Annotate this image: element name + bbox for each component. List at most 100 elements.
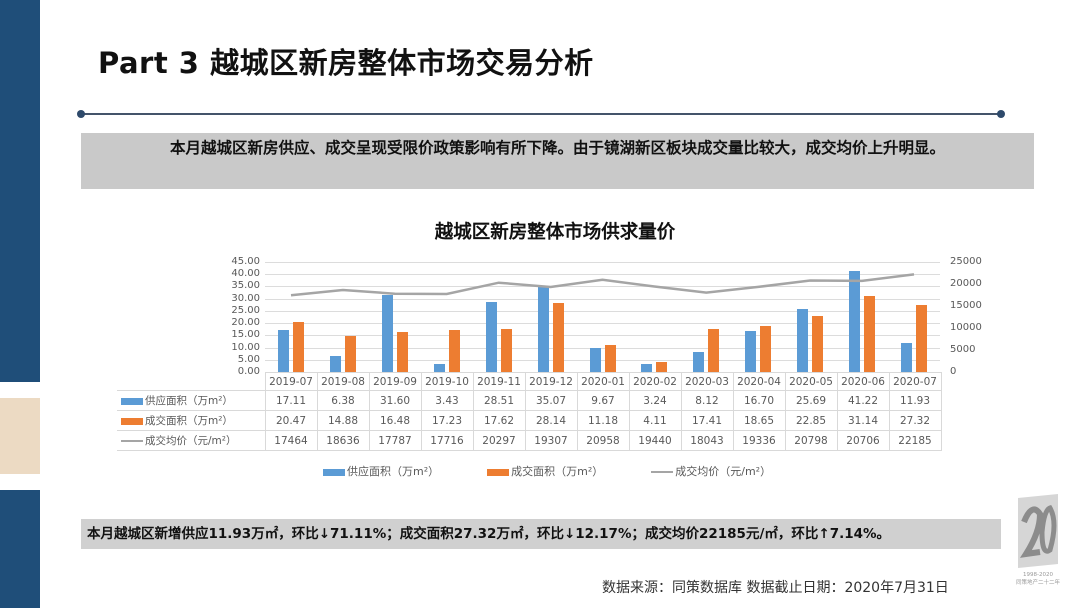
logo-years: 1998-2020: [1023, 572, 1053, 578]
table-cell: 27.32: [888, 410, 942, 431]
gridline: [265, 298, 940, 300]
right-axis-tick: 5000: [950, 344, 976, 355]
right-axis-tick: 10000: [950, 322, 982, 333]
table-cell: 19336: [732, 430, 786, 451]
deal-bar: [864, 295, 876, 372]
right-axis-tick: 0: [950, 366, 957, 377]
left-axis-tick: 45.00: [231, 256, 260, 267]
chart-data-table: 2019-07 2019-08 2019-09 2019-10 2019-11 2019-…: [117, 372, 942, 451]
supply-bar: [797, 309, 809, 372]
row-label: 成交面积（万m²）: [145, 415, 233, 427]
category-label: 2019-10: [420, 372, 474, 391]
gridline: [265, 286, 940, 288]
gridline: [265, 262, 940, 263]
table-cell: 17464: [264, 430, 318, 451]
deal-bar: [448, 329, 460, 372]
table-cell: 28.51: [472, 390, 526, 411]
category-label: 2020-07: [888, 372, 942, 391]
legend-label: 供应面积（万m²）: [347, 465, 440, 478]
supply-bar: [901, 342, 913, 372]
summary-text: 本月越城区新房供应、成交呈现受限价政策影响有所下降。由于镜湖新区板块成交量比较大…: [81, 133, 1034, 189]
chart-plot-area: [265, 262, 940, 373]
chart-legend: 供应面积（万m²） 成交面积（万m²） 成交均价（元/m²）: [323, 463, 771, 479]
anniversary-logo-icon: [1018, 494, 1058, 568]
supply-bar: [849, 271, 861, 372]
table-cell: 17716: [420, 430, 474, 451]
deal-bar: [760, 326, 772, 372]
legend-item: 成交均价（元/m²）: [651, 463, 771, 479]
supply-bar: [277, 330, 289, 372]
table-cell: 41.22: [836, 390, 890, 411]
left-axis-tick: 40.00: [231, 268, 260, 280]
table-cell: 20.47: [264, 410, 318, 431]
table-cell: 16.70: [732, 390, 786, 411]
left-axis-tick: 10.00: [231, 341, 260, 353]
table-cell: 14.88: [316, 410, 370, 431]
deal-bar: [344, 335, 356, 372]
category-label: 2020-02: [628, 372, 682, 391]
supply-bar: [641, 364, 653, 372]
table-row: 供应面积（万m²） 17.11 6.38 31.60 3.43 28.51 35.07 9.6…: [117, 390, 942, 411]
category-label: 2020-01: [576, 372, 630, 391]
deal-bar: [604, 344, 616, 372]
table-cell: 9.67: [576, 390, 630, 411]
page-title: Part 3 越城区新房整体市场交易分析: [98, 46, 594, 80]
table-cell: 20297: [472, 430, 526, 451]
left-axis-tick: 0.00: [237, 366, 260, 377]
table-cell: 3.43: [420, 390, 474, 411]
category-label: 2019-07: [264, 372, 318, 391]
deal-bar: [812, 316, 824, 372]
left-axis-tick: 30.00: [231, 292, 260, 304]
table-cell: 18043: [680, 430, 734, 451]
category-label: 2020-04: [732, 372, 786, 391]
deal-bar: [396, 331, 408, 372]
table-cell: 6.38: [316, 390, 370, 411]
table-cell: 3.24: [628, 390, 682, 411]
legend-item: 成交面积（万m²）: [487, 463, 603, 479]
table-cell: 22185: [888, 430, 942, 451]
supply-bar: [537, 286, 549, 372]
table-cell: 31.14: [836, 410, 890, 431]
gridline: [265, 359, 940, 361]
table-cell: 28.14: [524, 410, 578, 431]
gridline: [265, 335, 940, 337]
left-axis-tick: 5.00: [237, 353, 260, 365]
left-axis-tick: 15.00: [231, 329, 260, 341]
table-cell: 11.18: [576, 410, 630, 431]
bar-legend-icon: [121, 397, 143, 405]
table-cell: 22.85: [784, 410, 838, 431]
sidebar-accent-middle: [0, 398, 40, 474]
bar-legend-icon: [323, 468, 345, 476]
table-row: 成交面积（万m²） 20.47 14.88 16.48 17.23 17.62 28.14 1…: [117, 410, 942, 431]
deal-bar: [552, 303, 564, 372]
logo-caption: 同策地产二十二年: [1015, 580, 1060, 586]
table-cell: 17.41: [680, 410, 734, 431]
deal-bar: [656, 361, 668, 372]
chart-title: 越城区新房整体市场供求量价: [434, 222, 676, 243]
table-cell: 20958: [576, 430, 630, 451]
data-source-note: 数据来源：同策数据库 数据截止日期：2020年7月31日: [602, 580, 949, 596]
right-axis-tick: 20000: [950, 278, 982, 289]
sidebar-accent-top: [0, 0, 40, 382]
line-legend-icon: [121, 440, 143, 442]
category-label: 2019-12: [524, 372, 578, 391]
right-axis-tick: 25000: [950, 256, 982, 267]
left-axis-tick: 25.00: [231, 304, 260, 316]
divider-dot-left: [77, 110, 85, 118]
category-label: 2020-06: [836, 372, 890, 391]
gridline: [265, 310, 940, 312]
table-cell: 19440: [628, 430, 682, 451]
price-line: [290, 273, 915, 297]
gridline: [265, 347, 940, 349]
supply-bar: [433, 363, 445, 372]
deal-bar: [916, 305, 928, 372]
left-axis-tick: 35.00: [231, 280, 260, 292]
monthly-stats: 本月越城区新增供应11.93万㎡，环比↓71.11%；成交面积27.32万㎡，环…: [81, 519, 1001, 549]
line-legend-icon: [651, 471, 674, 473]
table-cell: 18636: [316, 430, 370, 451]
deal-bar: [292, 321, 304, 372]
gridline: [265, 274, 940, 276]
supply-bar: [381, 294, 393, 372]
table-cell: 31.60: [368, 390, 422, 411]
table-cell: 16.48: [368, 410, 422, 431]
